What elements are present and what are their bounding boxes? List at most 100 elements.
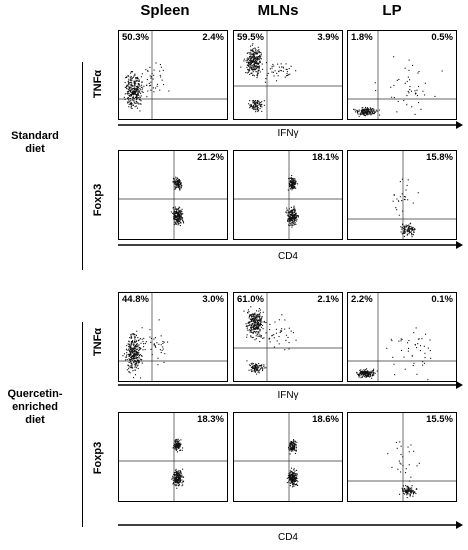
event-dot — [258, 325, 260, 327]
event-dot — [176, 479, 178, 481]
event-dot — [136, 80, 138, 82]
event-dot — [294, 440, 296, 442]
group-label-line: diet — [25, 143, 45, 155]
event-dot — [362, 370, 364, 372]
event-dot — [259, 318, 261, 320]
event-dot — [136, 360, 138, 362]
event-dot — [131, 366, 133, 368]
event-dot — [398, 460, 400, 462]
event-dot — [127, 92, 129, 94]
event-dot — [291, 177, 293, 179]
event-dot — [289, 453, 291, 455]
event-dot — [260, 319, 262, 321]
event-dot — [357, 373, 359, 375]
event-dot — [128, 371, 130, 373]
event-dot — [249, 53, 251, 55]
event-dot — [293, 207, 295, 209]
event-dot — [243, 60, 245, 62]
event-dot — [179, 449, 181, 451]
event-dot — [408, 340, 410, 342]
event-dot — [173, 182, 175, 184]
event-dot — [175, 183, 177, 185]
event-dot — [142, 91, 144, 93]
event-dot — [273, 337, 275, 339]
event-dot — [123, 353, 125, 355]
event-dot — [358, 110, 360, 112]
event-dot — [131, 79, 133, 81]
event-dot — [163, 361, 165, 363]
event-dot — [132, 350, 134, 352]
event-dot — [180, 215, 182, 217]
event-dot — [175, 440, 177, 442]
event-dot — [136, 102, 138, 104]
event-dot — [250, 104, 252, 106]
event-dot — [258, 67, 260, 69]
event-dot — [294, 209, 296, 211]
flow-plot-foxp3: 18.3% — [118, 412, 228, 502]
event-dot — [139, 84, 141, 86]
event-dot — [287, 475, 289, 477]
event-dot — [258, 100, 260, 102]
event-dot — [291, 482, 293, 484]
event-dot — [291, 219, 293, 221]
event-dot — [398, 200, 400, 202]
event-dot — [290, 479, 292, 481]
event-dot — [173, 211, 175, 213]
event-dot — [173, 472, 175, 474]
event-dot — [255, 332, 257, 334]
event-dot — [138, 347, 140, 349]
dot-cloud — [348, 151, 456, 239]
event-dot — [367, 374, 369, 376]
event-dot — [410, 228, 412, 230]
event-dot — [256, 330, 258, 332]
event-dot — [255, 364, 257, 366]
event-dot — [177, 441, 179, 443]
event-dot — [293, 472, 295, 474]
event-dot — [153, 91, 155, 93]
event-dot — [289, 180, 291, 182]
event-dot — [172, 483, 174, 485]
event-dot — [253, 69, 255, 71]
event-dot — [252, 55, 254, 57]
event-dot — [247, 58, 249, 60]
event-dot — [404, 67, 406, 69]
event-dot — [174, 480, 176, 482]
event-dot — [370, 370, 372, 372]
event-dot — [133, 334, 135, 336]
event-dot — [412, 492, 414, 494]
event-dot — [136, 353, 138, 355]
event-dot — [179, 217, 181, 219]
event-dot — [258, 103, 260, 105]
event-dot — [360, 112, 362, 114]
event-dot — [256, 107, 258, 109]
event-dot — [363, 375, 365, 377]
event-dot — [268, 338, 270, 340]
event-dot — [124, 98, 126, 100]
event-dot — [406, 492, 408, 494]
event-dot — [133, 92, 135, 94]
event-dot — [364, 376, 366, 378]
event-dot — [262, 325, 264, 327]
event-dot — [131, 347, 133, 349]
event-dot — [179, 442, 181, 444]
event-dot — [130, 357, 132, 359]
event-dot — [255, 62, 257, 64]
event-dot — [261, 103, 263, 105]
event-dot — [370, 110, 372, 112]
event-dot — [174, 186, 176, 188]
event-dot — [249, 365, 251, 367]
event-dot — [135, 367, 137, 369]
event-dot — [255, 111, 257, 113]
event-dot — [134, 369, 136, 371]
event-dot — [403, 230, 405, 232]
event-dot — [131, 341, 133, 343]
event-dot — [424, 94, 426, 96]
event-dot — [257, 101, 259, 103]
event-dot — [130, 342, 132, 344]
event-dot — [258, 332, 260, 334]
event-dot — [130, 347, 132, 349]
event-dot — [178, 181, 180, 183]
event-dot — [155, 346, 157, 348]
event-dot — [176, 442, 178, 444]
event-dot — [293, 439, 295, 441]
